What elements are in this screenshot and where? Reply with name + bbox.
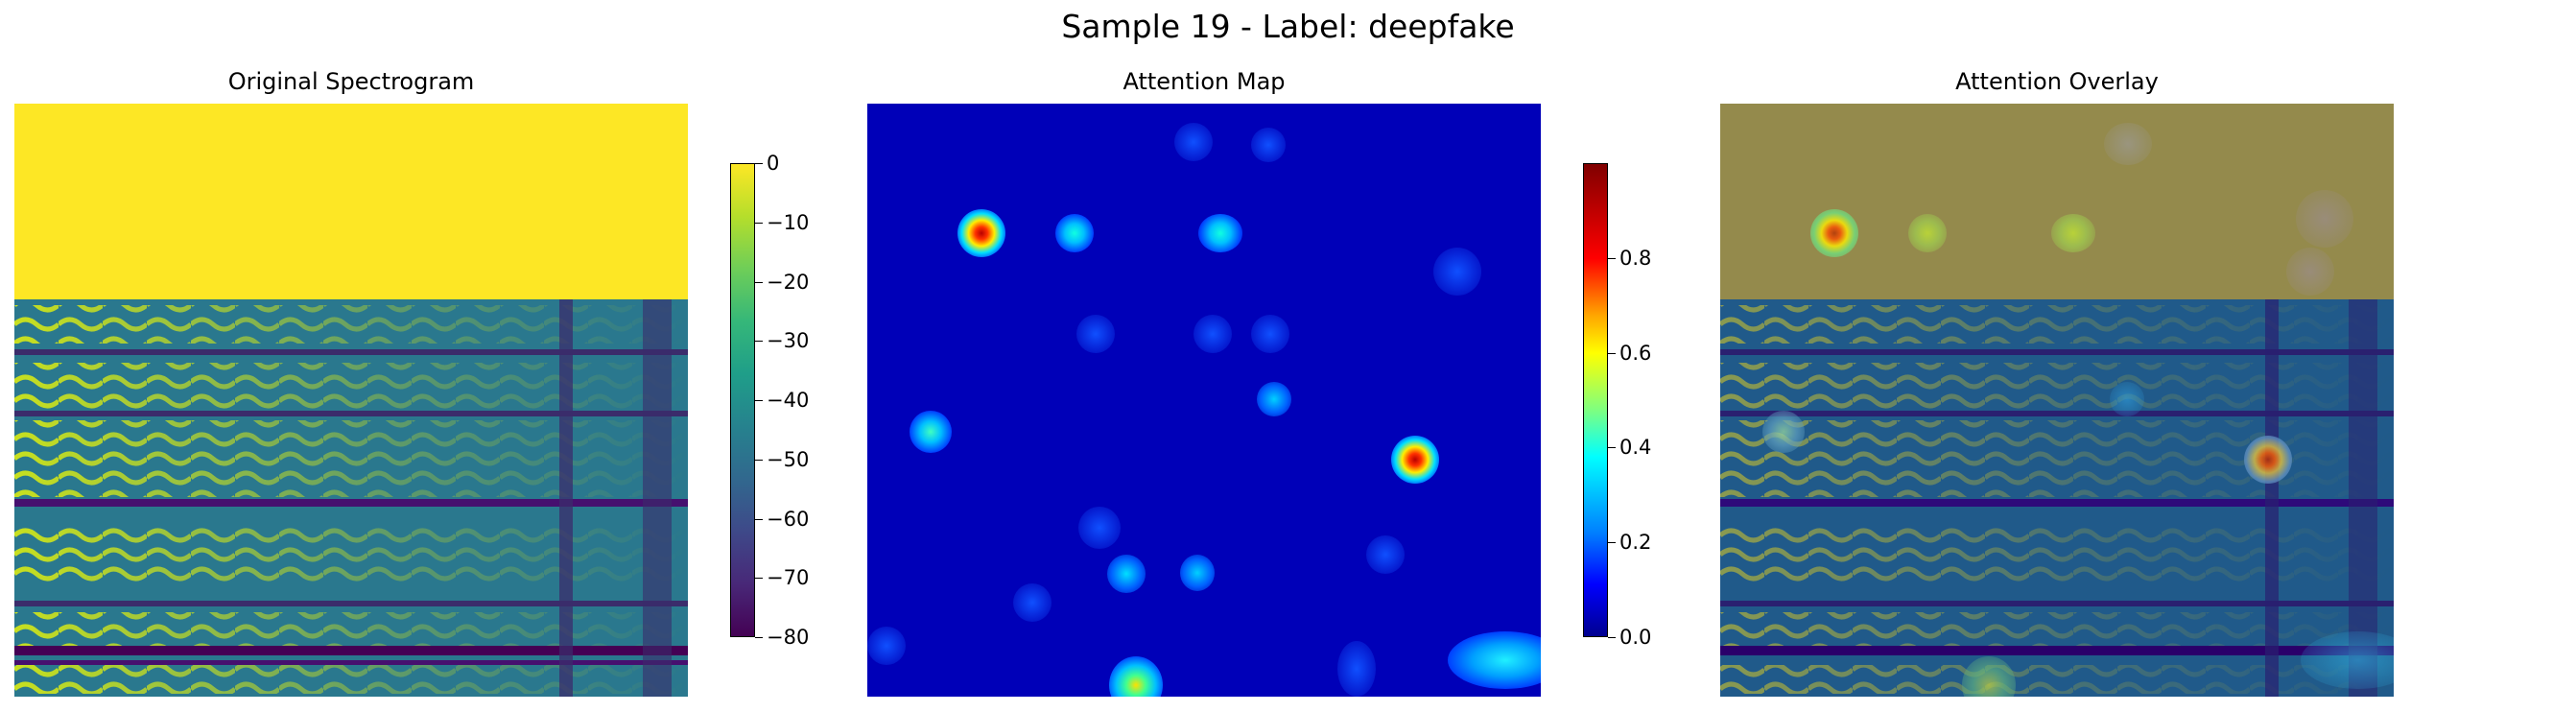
colorbar-tick-label: 0.8 [1619, 246, 1652, 270]
colorbar-tick-label: −60 [767, 507, 810, 531]
colorbar-tick-label: 0 [767, 152, 780, 175]
colorbar-tick-label: −40 [767, 389, 810, 412]
colorbar-tick-label: −50 [767, 447, 810, 471]
colorbar-tick-label: 0.2 [1619, 531, 1652, 555]
colorbar-tick [755, 578, 763, 580]
colorbar-tick [755, 637, 763, 638]
figure-suptitle: Sample 19 - Label: deepfake [1061, 8, 1515, 45]
attention-map-title: Attention Map [1123, 68, 1286, 95]
spectrogram-colorbar [730, 163, 755, 637]
spectrogram-title: Original Spectrogram [227, 68, 475, 95]
colorbar-tick [755, 400, 763, 401]
attention-colorbar [1583, 163, 1608, 637]
spectrogram-image [14, 104, 688, 697]
colorbar-tick [755, 222, 763, 224]
colorbar-tick-label: −30 [767, 329, 810, 353]
colorbar-tick [1608, 352, 1616, 354]
colorbar-tick [1608, 637, 1616, 638]
attention-map-image [867, 104, 1541, 697]
colorbar-tick-label: −80 [767, 626, 810, 649]
colorbar-tick [1608, 542, 1616, 544]
colorbar-tick [755, 341, 763, 343]
colorbar-tick [755, 163, 763, 164]
colorbar-tick [755, 459, 763, 461]
colorbar-tick-label: 0.0 [1619, 626, 1652, 649]
colorbar-tick-label: 0.6 [1619, 341, 1652, 365]
overlay-image [1720, 104, 2394, 697]
colorbar-tick-label: 0.4 [1619, 436, 1652, 460]
colorbar-tick [755, 518, 763, 520]
colorbar-tick-label: −70 [767, 566, 810, 590]
colorbar-tick-label: −20 [767, 270, 810, 294]
colorbar-tick-label: −10 [767, 210, 810, 234]
colorbar-tick [1608, 257, 1616, 259]
colorbar-tick [1608, 447, 1616, 449]
colorbar-tick [755, 281, 763, 283]
overlay-title: Attention Overlay [1955, 68, 2159, 95]
